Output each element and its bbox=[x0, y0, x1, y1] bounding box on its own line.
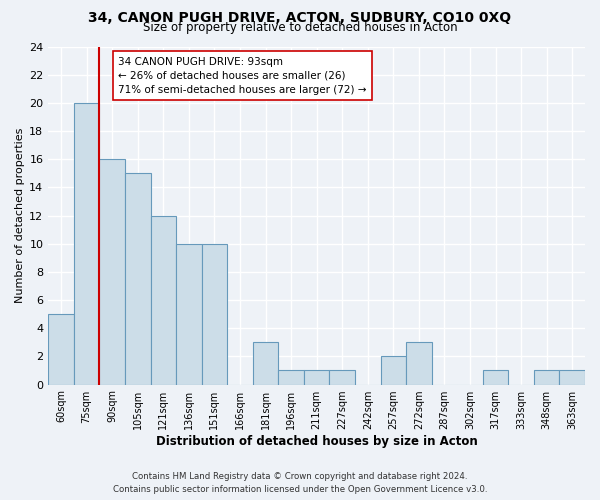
Bar bbox=[100, 159, 125, 384]
Bar bbox=[202, 244, 227, 384]
Bar bbox=[253, 342, 278, 384]
X-axis label: Distribution of detached houses by size in Acton: Distribution of detached houses by size … bbox=[156, 434, 478, 448]
Bar bbox=[278, 370, 304, 384]
Bar bbox=[125, 174, 151, 384]
Bar bbox=[329, 370, 355, 384]
Bar bbox=[559, 370, 585, 384]
Text: 34 CANON PUGH DRIVE: 93sqm
← 26% of detached houses are smaller (26)
71% of semi: 34 CANON PUGH DRIVE: 93sqm ← 26% of deta… bbox=[118, 56, 367, 94]
Bar bbox=[74, 103, 100, 384]
Bar bbox=[380, 356, 406, 384]
Text: Size of property relative to detached houses in Acton: Size of property relative to detached ho… bbox=[143, 22, 457, 35]
Y-axis label: Number of detached properties: Number of detached properties bbox=[15, 128, 25, 303]
Bar bbox=[176, 244, 202, 384]
Bar bbox=[151, 216, 176, 384]
Text: Contains HM Land Registry data © Crown copyright and database right 2024.
Contai: Contains HM Land Registry data © Crown c… bbox=[113, 472, 487, 494]
Bar bbox=[534, 370, 559, 384]
Bar bbox=[406, 342, 431, 384]
Text: 34, CANON PUGH DRIVE, ACTON, SUDBURY, CO10 0XQ: 34, CANON PUGH DRIVE, ACTON, SUDBURY, CO… bbox=[88, 11, 512, 25]
Bar bbox=[483, 370, 508, 384]
Bar bbox=[304, 370, 329, 384]
Bar bbox=[48, 314, 74, 384]
